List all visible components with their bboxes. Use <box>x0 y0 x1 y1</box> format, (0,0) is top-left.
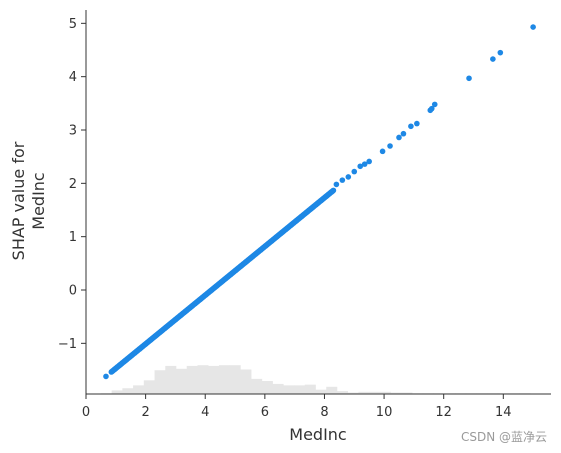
histogram-bar <box>143 380 155 394</box>
x-ticks: 0 2 4 6 8 10 12 14 <box>82 394 512 420</box>
histogram-bar <box>186 365 198 394</box>
scatter-point <box>357 163 364 170</box>
histogram-bar <box>218 365 230 394</box>
x-tick-label: 4 <box>201 405 209 420</box>
y-axis-label: SHAP value for MedInc <box>9 141 48 260</box>
histogram-bar <box>358 391 370 394</box>
scatter-point <box>351 168 358 175</box>
histogram-bar <box>165 365 177 394</box>
y-ticks: −1 0 1 2 3 4 5 <box>58 17 86 352</box>
scatter-point <box>497 49 504 56</box>
watermark: CSDN @蓝净云 <box>460 430 547 444</box>
x-tick-label: 14 <box>495 405 512 420</box>
axes <box>85 10 551 395</box>
scatter-point <box>490 56 496 62</box>
x-tick-label: 6 <box>261 405 269 420</box>
y-axis-label-line-2: MedInc <box>29 172 48 229</box>
scatter-point <box>428 105 435 112</box>
histogram-bar <box>369 391 381 394</box>
histogram-bar <box>304 384 316 394</box>
histogram-bar <box>294 385 306 394</box>
histogram-bar <box>283 385 295 394</box>
scatter-point <box>431 101 438 108</box>
histogram-bar <box>122 388 134 394</box>
scatter-point <box>530 24 536 30</box>
feature-histogram <box>100 365 531 394</box>
scatter-point <box>330 187 337 194</box>
histogram-bar <box>336 391 349 394</box>
histogram-bar <box>154 370 166 394</box>
scatter-point <box>414 120 420 127</box>
scatter-points <box>103 24 536 380</box>
histogram-bar <box>390 392 402 394</box>
histogram-bar <box>379 391 391 394</box>
y-tick-label: 4 <box>69 70 77 85</box>
histogram-bar <box>229 365 241 394</box>
x-tick-label: 0 <box>82 405 90 420</box>
x-tick-label: 2 <box>141 405 149 420</box>
x-tick-label: 12 <box>435 405 452 420</box>
histogram-bar <box>133 385 145 394</box>
scatter-point <box>379 148 386 155</box>
histogram-bar <box>240 369 252 394</box>
x-tick-label: 10 <box>376 405 393 420</box>
y-axis-label-line-1: SHAP value for <box>9 141 28 260</box>
histogram-bar <box>326 386 338 394</box>
scatter-point <box>366 158 372 165</box>
histogram-bar <box>315 389 327 394</box>
histogram-bar <box>261 381 273 394</box>
y-tick-label: 2 <box>69 177 77 192</box>
y-tick-label: 1 <box>69 230 77 245</box>
histogram-bar <box>197 365 209 394</box>
scatter-point <box>103 373 109 380</box>
scatter-point <box>387 143 393 149</box>
histogram-bar <box>272 383 284 394</box>
y-tick-label: 5 <box>69 17 77 32</box>
scatter-point <box>400 130 407 137</box>
scatter-point <box>466 75 472 82</box>
scatter-point <box>333 181 340 188</box>
x-axis-label: MedInc <box>289 425 346 444</box>
histogram-bar <box>401 392 413 394</box>
histogram-bar <box>111 390 123 394</box>
y-tick-label: 0 <box>69 284 77 299</box>
scatter-point <box>408 123 414 130</box>
y-tick-label: 3 <box>69 124 77 139</box>
scatter-point <box>345 174 352 180</box>
histogram-bar <box>176 368 188 394</box>
histogram-bar <box>208 365 220 394</box>
histogram-bar <box>347 392 359 394</box>
x-tick-label: 8 <box>320 405 328 420</box>
scatter-point <box>339 177 346 183</box>
scatter-point <box>396 134 402 141</box>
scatter-point <box>361 161 368 167</box>
histogram-bar <box>251 378 263 394</box>
y-tick-label: −1 <box>58 337 77 352</box>
